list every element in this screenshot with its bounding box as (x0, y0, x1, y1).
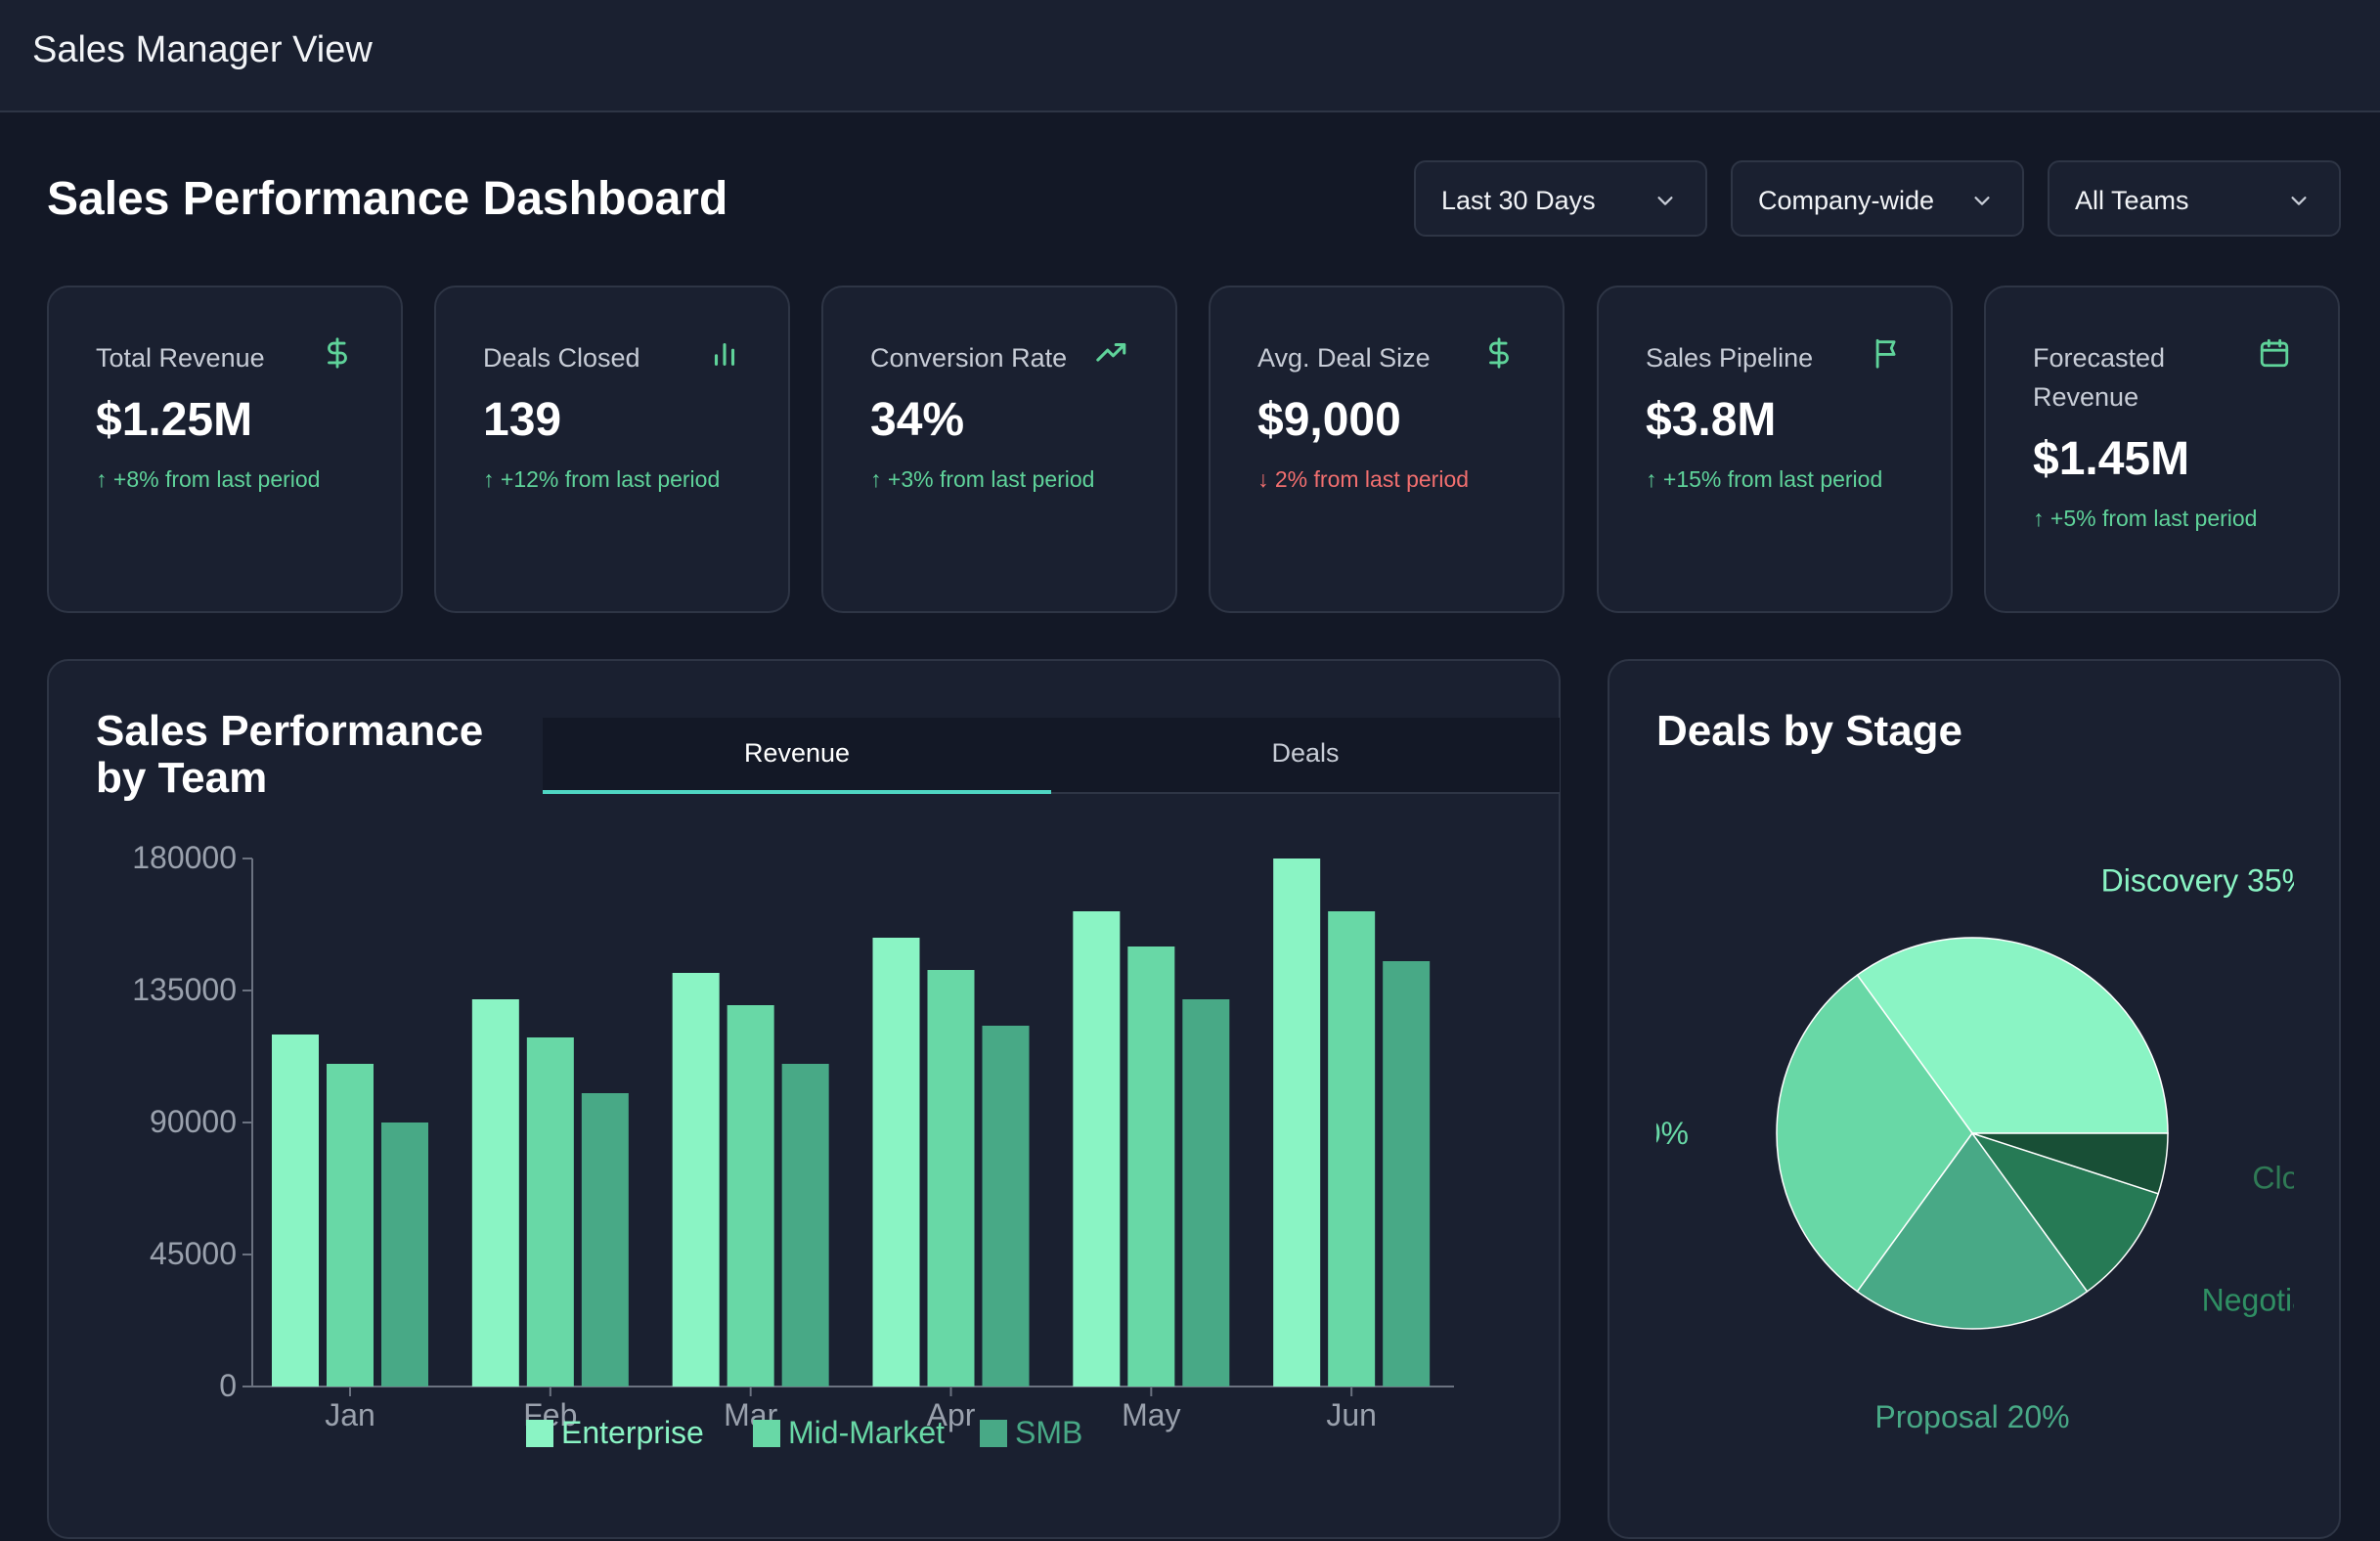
kpi-label: Forecasted Revenue (2033, 343, 2166, 412)
kpi-card-avg-deal-size: Avg. Deal Size $9,000 ↓ 2% from last per… (1209, 286, 1565, 613)
pie-slice-discovery[interactable] (1856, 937, 2169, 1134)
panel-title: Sales Performance by Team (96, 707, 484, 802)
kpi-card-total-revenue: Total Revenue $1.25M ↑ +8% from last per… (47, 286, 403, 613)
kpi-card-deals-closed: Deals Closed 139 ↑ +12% from last period (434, 286, 790, 613)
pie-slice-qualification[interactable] (1776, 974, 1973, 1293)
bar-mid-market[interactable] (1127, 947, 1175, 1387)
team-label: All Teams (2075, 186, 2189, 215)
kpi-change: ↑ +5% from last period (2033, 506, 2258, 531)
flag-icon (1875, 338, 1896, 369)
calendar-icon (2260, 338, 2289, 368)
bar-smb[interactable] (581, 1093, 629, 1387)
kpi-label: Conversion Rate (870, 343, 1068, 373)
kpi-card-sales-pipeline: Sales Pipeline $3.8M ↑ +15% from last pe… (1597, 286, 1953, 613)
bar-enterprise[interactable] (1273, 859, 1321, 1387)
bar-mid-market[interactable] (526, 1037, 574, 1387)
deals-by-stage-panel: Deals by Stage Discovery 35% Qualificatio… (1608, 659, 2341, 1539)
chevron-down-icon (1974, 197, 1990, 205)
pie-label: Proposal 20% (1874, 1399, 2069, 1434)
kpi-change: ↑ +3% from last period (870, 466, 1095, 492)
chevron-down-icon (1657, 197, 1673, 205)
bar-enterprise[interactable] (272, 1035, 319, 1387)
x-tick-label: Jan (325, 1397, 375, 1432)
tab-revenue[interactable]: Revenue (543, 718, 1051, 794)
bar-mid-market[interactable] (327, 1064, 374, 1387)
bar-mid-market[interactable] (727, 1005, 774, 1387)
pie-label: Closed (2252, 1160, 2294, 1195)
kpi-card-forecasted-revenue: Forecasted Revenue $1.45M ↑ +5% from las… (1984, 286, 2340, 613)
x-tick-label: May (1122, 1397, 1180, 1432)
pie-label: Discovery 35% (2101, 863, 2294, 899)
kpi-change: ↑ +15% from last period (1646, 466, 1883, 492)
pie-slice-closed[interactable] (1971, 1132, 2169, 1195)
dollar-icon (328, 337, 347, 369)
app-title: Sales Manager View (32, 29, 373, 70)
kpi-change: ↑ +8% from last period (96, 466, 321, 492)
bar-smb[interactable] (1383, 961, 1431, 1387)
kpi-value: $1.25M (96, 394, 253, 446)
y-tick-label: 90000 (150, 1104, 237, 1139)
pie-label: Negotiation (2202, 1282, 2294, 1317)
bar-smb[interactable] (781, 1064, 829, 1387)
bar-mid-market[interactable] (1328, 911, 1376, 1387)
kpi-value: $1.45M (2033, 433, 2190, 485)
bar-chart-icon (714, 342, 735, 366)
kpi-change: ↑ +12% from last period (483, 466, 721, 492)
scope-label: Company-wide (1758, 186, 1935, 215)
kpi-label: Sales Pipeline (1646, 343, 1814, 373)
team-select[interactable]: All Teams (2048, 160, 2341, 237)
legend-swatch (980, 1420, 1007, 1447)
kpi-value: 34% (870, 394, 965, 446)
pie-slice-proposal[interactable] (1856, 1131, 2089, 1330)
x-tick-label: Jun (1326, 1397, 1377, 1432)
kpi-change: ↓ 2% from last period (1257, 466, 1470, 492)
kpi-value: $3.8M (1646, 394, 1777, 446)
bar-enterprise[interactable] (872, 938, 920, 1387)
legend-label: Enterprise (561, 1415, 704, 1450)
top-bar: Sales Manager View (0, 0, 2380, 112)
team-performance-panel: Sales Performance by Team Revenue Deals … (47, 659, 1561, 1539)
y-tick-label: 180000 (132, 840, 237, 875)
legend-swatch (526, 1420, 553, 1447)
y-tick-label: 135000 (132, 972, 237, 1007)
bar-smb[interactable] (1182, 999, 1230, 1387)
kpi-label: Total Revenue (96, 343, 265, 373)
legend-label: SMB (1015, 1415, 1082, 1450)
bar-enterprise[interactable] (1073, 911, 1121, 1387)
bar-smb[interactable] (982, 1026, 1030, 1387)
legend-swatch (753, 1420, 780, 1447)
date-range-select[interactable]: Last 30 Days (1414, 160, 1707, 237)
stage-pie-chart: Discovery 35% Qualification 30% Proposal 2… (1656, 863, 2294, 1434)
trending-up-icon (1096, 342, 1126, 362)
kpi-label: Deals Closed (483, 343, 640, 373)
kpi-card-conversion-rate: Conversion Rate 34% ↑ +3% from last peri… (821, 286, 1177, 613)
bar-enterprise[interactable] (672, 973, 720, 1387)
bar-enterprise[interactable] (471, 999, 519, 1387)
y-tick-label: 0 (219, 1368, 237, 1403)
page-title: Sales Performance Dashboard (47, 173, 728, 225)
dollar-icon (1489, 337, 1509, 369)
kpi-label: Avg. Deal Size (1257, 343, 1431, 373)
bar-smb[interactable] (381, 1123, 428, 1387)
pie-slice-negotiation[interactable] (1970, 1131, 2160, 1293)
kpi-value: $9,000 (1257, 394, 1401, 446)
kpi-value: 139 (483, 394, 562, 446)
chart-tabs: Revenue Deals (543, 718, 1560, 794)
tab-deals[interactable]: Deals (1271, 738, 1340, 768)
panel-title: Deals by Stage (1656, 707, 1963, 755)
bar-mid-market[interactable] (927, 970, 975, 1387)
x-tick-label: Apr (927, 1397, 976, 1432)
date-range-label: Last 30 Days (1441, 186, 1596, 215)
legend-label: Mid-Market (788, 1415, 945, 1450)
pie-label: Qualification 30% (1656, 1116, 1689, 1151)
chevron-down-icon (2291, 197, 2307, 205)
scope-select[interactable]: Company-wide (1731, 160, 2024, 237)
y-tick-label: 45000 (150, 1236, 237, 1271)
